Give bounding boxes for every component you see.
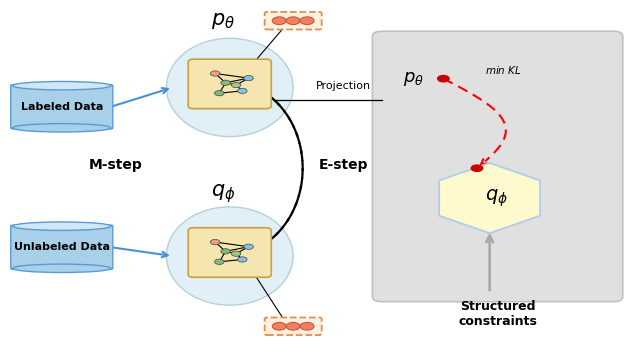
Text: M-step: M-step: [89, 158, 143, 172]
Ellipse shape: [13, 81, 111, 90]
Circle shape: [214, 259, 224, 264]
Circle shape: [286, 17, 300, 24]
Text: $q_{\phi}$: $q_{\phi}$: [484, 187, 508, 209]
Text: min $KL$: min $KL$: [484, 64, 522, 76]
Circle shape: [231, 251, 241, 256]
Circle shape: [237, 257, 247, 262]
Circle shape: [300, 322, 314, 330]
FancyBboxPatch shape: [11, 85, 113, 129]
Circle shape: [438, 75, 449, 82]
Circle shape: [231, 82, 241, 88]
Circle shape: [221, 80, 230, 85]
Circle shape: [211, 239, 220, 245]
Text: Unlabeled Data: Unlabeled Data: [14, 242, 110, 252]
Circle shape: [214, 91, 224, 96]
FancyBboxPatch shape: [188, 228, 271, 277]
Circle shape: [272, 322, 286, 330]
Circle shape: [471, 165, 483, 171]
Circle shape: [221, 249, 230, 254]
Text: E-step: E-step: [319, 158, 369, 172]
FancyBboxPatch shape: [11, 225, 113, 269]
Circle shape: [244, 75, 253, 81]
Text: Labeled Data: Labeled Data: [20, 102, 103, 112]
Ellipse shape: [166, 38, 293, 137]
FancyBboxPatch shape: [372, 31, 623, 302]
Text: $p_{\theta}$: $p_{\theta}$: [403, 70, 424, 88]
FancyBboxPatch shape: [188, 59, 271, 109]
Ellipse shape: [166, 207, 293, 305]
Circle shape: [211, 71, 220, 76]
Circle shape: [272, 17, 286, 24]
FancyBboxPatch shape: [264, 318, 322, 335]
Text: $p_{\theta}$: $p_{\theta}$: [211, 11, 236, 31]
Circle shape: [300, 17, 314, 24]
Ellipse shape: [13, 222, 111, 230]
Circle shape: [237, 88, 247, 93]
FancyBboxPatch shape: [264, 12, 322, 29]
Circle shape: [286, 322, 300, 330]
Circle shape: [244, 244, 253, 249]
Text: Projection: Projection: [316, 81, 371, 91]
Text: $q_{\phi}$: $q_{\phi}$: [211, 182, 236, 205]
Text: Structured
constraints: Structured constraints: [458, 300, 537, 328]
Polygon shape: [439, 163, 540, 233]
Ellipse shape: [13, 264, 111, 273]
Ellipse shape: [13, 124, 111, 132]
